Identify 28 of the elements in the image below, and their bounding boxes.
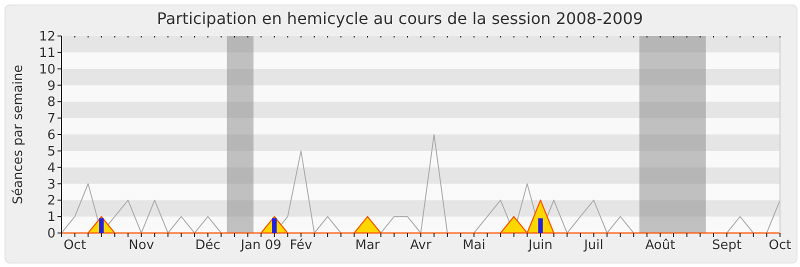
y-tick-label: 0 — [47, 226, 56, 242]
y-tick-label: 11 — [38, 46, 56, 61]
y-tick-label: 6 — [47, 128, 56, 144]
y-tick-label: 12 — [38, 30, 56, 45]
x-tick-label: Sept — [712, 238, 742, 253]
x-tick-label: Juil — [583, 238, 604, 253]
x-tick-label: Jan 09 — [240, 238, 282, 253]
y-axis-title: Séances par semaine — [11, 64, 26, 204]
y-tick-label: 7 — [47, 112, 56, 127]
y-tick-label: 1 — [47, 210, 56, 226]
y-tick-label: 2 — [47, 194, 56, 209]
x-tick-label: Oct — [768, 238, 792, 253]
y-tick-label: 10 — [38, 62, 56, 78]
x-tick-label: Nov — [128, 238, 154, 253]
chart-title: Participation en hemicycle au cours de la session 2008-2009 — [156, 9, 644, 28]
y-tick-label: 5 — [47, 144, 56, 160]
x-tick-label: Juin — [528, 238, 552, 253]
x-tick-label: Août — [645, 238, 676, 253]
x-tick-label: Mar — [355, 238, 380, 253]
x-tick-label: Oct — [64, 238, 86, 253]
x-tick-label: Avr — [410, 238, 432, 253]
y-tick-label: 4 — [47, 160, 56, 176]
y-tick-label: 8 — [47, 95, 56, 110]
x-tick-label: Fév — [290, 238, 313, 253]
y-tick-label: 9 — [47, 78, 56, 94]
x-tick-label: Déc — [195, 238, 220, 253]
y-tick-label: 3 — [47, 177, 56, 192]
x-tick-label: Mai — [462, 238, 486, 253]
